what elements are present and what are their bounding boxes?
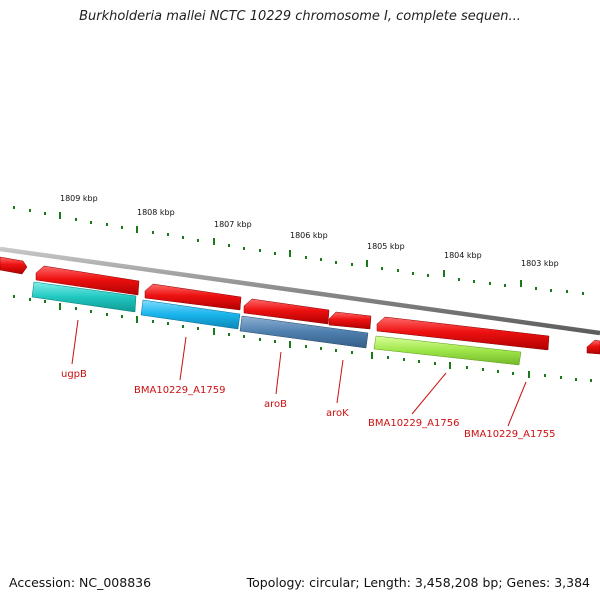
ruler-labels: 1809 kbp 1808 kbp 1807 kbp 1806 kbp 1805…: [60, 194, 559, 268]
cds-feature: [376, 316, 550, 351]
major-tick-1806: [289, 250, 291, 257]
gene-BMA10229_A1756: [373, 335, 522, 366]
major-tick-1804: [443, 270, 445, 277]
outer-ruler-ticks: [13, 206, 584, 295]
cds-track: [0, 256, 600, 355]
gene-BMA10229_A1759: [140, 299, 241, 330]
major-tick-1805: [366, 260, 368, 267]
map-title: Burkholderia mallei NCTC 10229 chromosom…: [79, 9, 521, 24]
ruler-label-1807: 1807 kbp: [214, 220, 252, 229]
major-tick-1809: [59, 212, 61, 219]
ruler-label-1804: 1804 kbp: [444, 251, 482, 260]
ruler-label-1809: 1809 kbp: [60, 194, 98, 203]
cds-feature: [586, 339, 600, 355]
gene-aroB: [239, 315, 369, 349]
major-tick-1808: [136, 226, 138, 233]
gene-track: [31, 281, 522, 366]
sequence-summary: Topology: circular; Length: 3,458,208 bp…: [246, 575, 590, 590]
cds-feature: [144, 283, 242, 311]
ruler-label-1808: 1808 kbp: [137, 208, 175, 217]
gene-ugpB: [31, 281, 137, 313]
gene-label-BMA10229_A1759[interactable]: BMA10229_A1759: [134, 385, 225, 396]
gene-label-ugpB[interactable]: ugpB: [61, 369, 87, 380]
major-tick-1803: [520, 280, 522, 287]
cds-feature: [0, 256, 28, 275]
ruler-label-1803: 1803 kbp: [521, 259, 559, 268]
gene-labels: ugpB BMA10229_A1759 aroB aroK BMA10229_A…: [61, 369, 555, 440]
gene-label-BMA10229_A1756[interactable]: BMA10229_A1756: [368, 418, 459, 429]
cds-feature: [35, 265, 140, 296]
gene-label-BMA10229_A1755[interactable]: BMA10229_A1755: [464, 429, 555, 440]
ruler-label-1805: 1805 kbp: [367, 242, 405, 251]
gene-label-aroB[interactable]: aroB: [264, 399, 287, 410]
accession-text: Accession: NC_008836: [9, 575, 152, 590]
cds-feature: [328, 311, 372, 330]
ruler-label-1806: 1806 kbp: [290, 231, 328, 240]
chromosome-backbone: [0, 246, 600, 336]
inner-ruler-ticks: [13, 295, 592, 382]
cds-feature: [243, 298, 330, 325]
major-tick-1807: [213, 238, 215, 245]
label-leaders: [71, 319, 527, 427]
gene-label-aroK[interactable]: aroK: [326, 408, 349, 419]
